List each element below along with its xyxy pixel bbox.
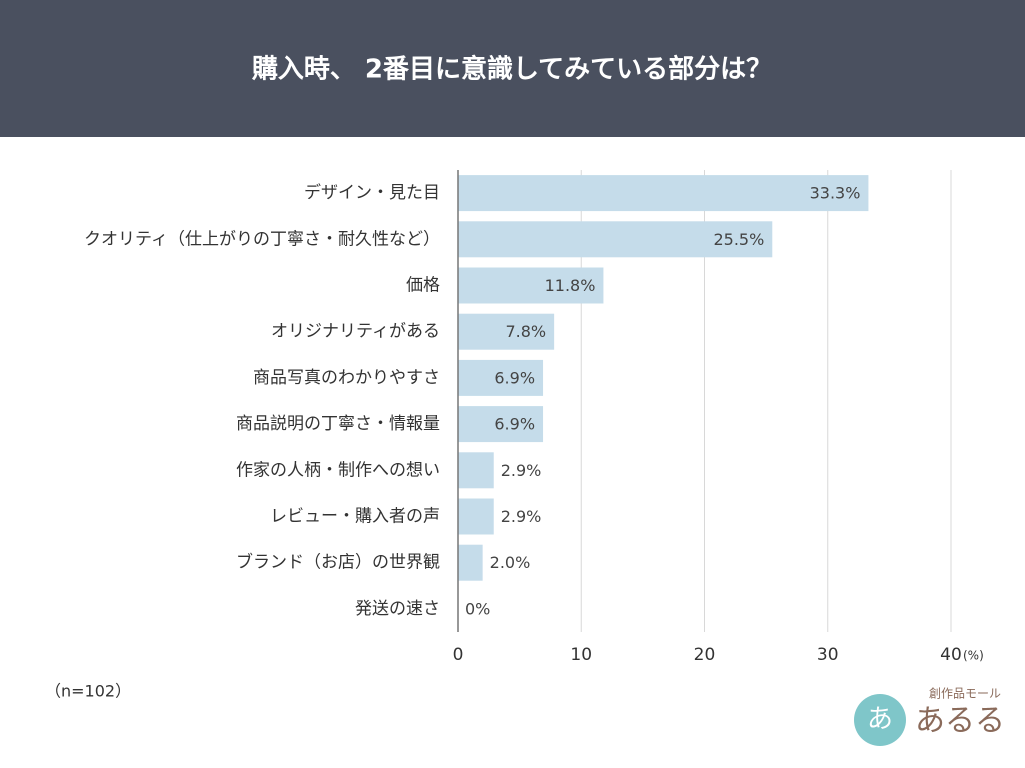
logo-name: あるる: [915, 704, 1005, 739]
y-tick-label: 商品写真のわかりやすさ: [253, 368, 440, 388]
value-label: 0%: [465, 599, 490, 618]
x-tick-label: 0: [453, 645, 464, 665]
bar: [458, 498, 494, 535]
value-label: 6.9%: [494, 368, 535, 387]
y-tick-label: ブランド（お店）の世界観: [236, 552, 440, 573]
value-label: 11.8%: [545, 276, 596, 295]
logo-tagline: 創作品モール: [929, 687, 1001, 701]
bar: [458, 267, 604, 304]
y-tick-label: レビュー・購入者の声: [270, 507, 440, 527]
x-tick-label: 30: [817, 645, 839, 665]
logo-mark: あ: [867, 705, 893, 735]
x-tick-label: 40: [940, 645, 962, 665]
y-tick-label: デザイン・見た目: [304, 182, 440, 203]
note: （n=102）: [45, 682, 131, 701]
x-axis-unit: (%): [963, 649, 984, 663]
y-tick-label: オリジナリティがある: [271, 322, 440, 342]
bar: [458, 359, 544, 396]
bar: [458, 175, 869, 212]
y-tick-label: クオリティ（仕上がりの丁寧さ・耐久性など）: [84, 229, 440, 249]
y-tick-label: 発送の速さ: [355, 599, 440, 619]
bar: [458, 452, 494, 489]
y-tick-label: 価格: [406, 276, 440, 296]
x-tick-label: 20: [694, 645, 716, 665]
y-tick-label: 作家の人柄・制作への想い: [236, 460, 440, 480]
bar: [458, 544, 483, 581]
x-tick-label: 10: [570, 645, 592, 665]
value-label: 25.5%: [713, 230, 764, 249]
chart-title: 購入時、 2番目に意識してみている部分は？: [252, 54, 772, 85]
value-label: 2.9%: [501, 461, 542, 480]
logo: あ 創作品モール あるる: [854, 687, 1005, 746]
bar: [458, 406, 544, 443]
value-label: 33.3%: [810, 184, 861, 203]
value-label: 6.9%: [494, 415, 535, 434]
bar: [458, 313, 555, 350]
y-tick-label: 商品説明の丁寧さ・情報量: [236, 414, 440, 434]
logo-circle: [854, 694, 906, 746]
header: [0, 0, 1025, 137]
value-label: 2.9%: [501, 507, 542, 526]
value-label: 7.8%: [505, 322, 546, 341]
bar: [458, 221, 773, 258]
value-label: 2.0%: [490, 553, 531, 572]
